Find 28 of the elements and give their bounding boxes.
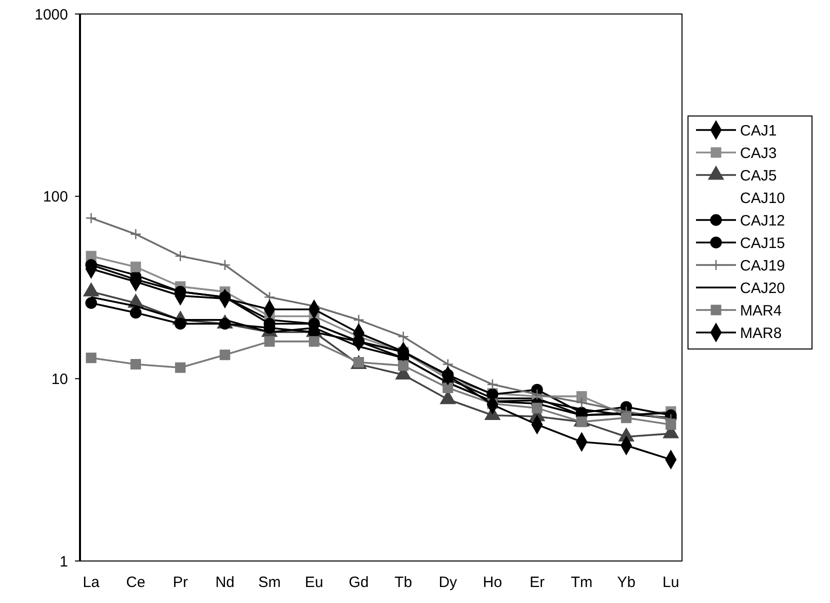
legend-label: CAJ15 [740, 234, 786, 252]
legend-label: CAJ12 [740, 212, 786, 230]
x-tick-label: Lu [662, 574, 680, 591]
x-tick-label: Sm [258, 574, 281, 591]
y-tick-label: 100 [42, 188, 68, 206]
legend-label: CAJ5 [740, 167, 777, 184]
x-tick-label: Pr [172, 574, 188, 591]
legend-label: MAR8 [740, 324, 782, 342]
text: CAJ10 [740, 190, 786, 207]
legend-label: CAJ20 [740, 280, 786, 297]
x-tick-label: Tm [570, 574, 593, 591]
x-tick-label: Eu [304, 574, 324, 591]
legend-label: CAJ19 [740, 257, 786, 274]
y-tick-label: 1 [60, 553, 68, 570]
y-tick-label: 10 [51, 370, 68, 388]
x-tick-label: Ce [126, 574, 146, 591]
x-tick-label: Dy [438, 574, 458, 591]
x-tick-label: La [82, 574, 100, 591]
legend-label: CAJ1 [740, 122, 777, 140]
legend-label: MAR4 [740, 302, 782, 320]
x-tick-label: Er [530, 574, 545, 591]
y-tick-label: 1000 [34, 6, 68, 24]
x-tick-label: Tb [394, 574, 412, 591]
x-tick-label: Nd [215, 574, 235, 591]
x-tick-label: Gd [348, 574, 369, 591]
legend-label: CAJ3 [740, 144, 777, 162]
x-tick-label: Yb [617, 574, 636, 591]
x-tick-label: Ho [482, 574, 502, 591]
